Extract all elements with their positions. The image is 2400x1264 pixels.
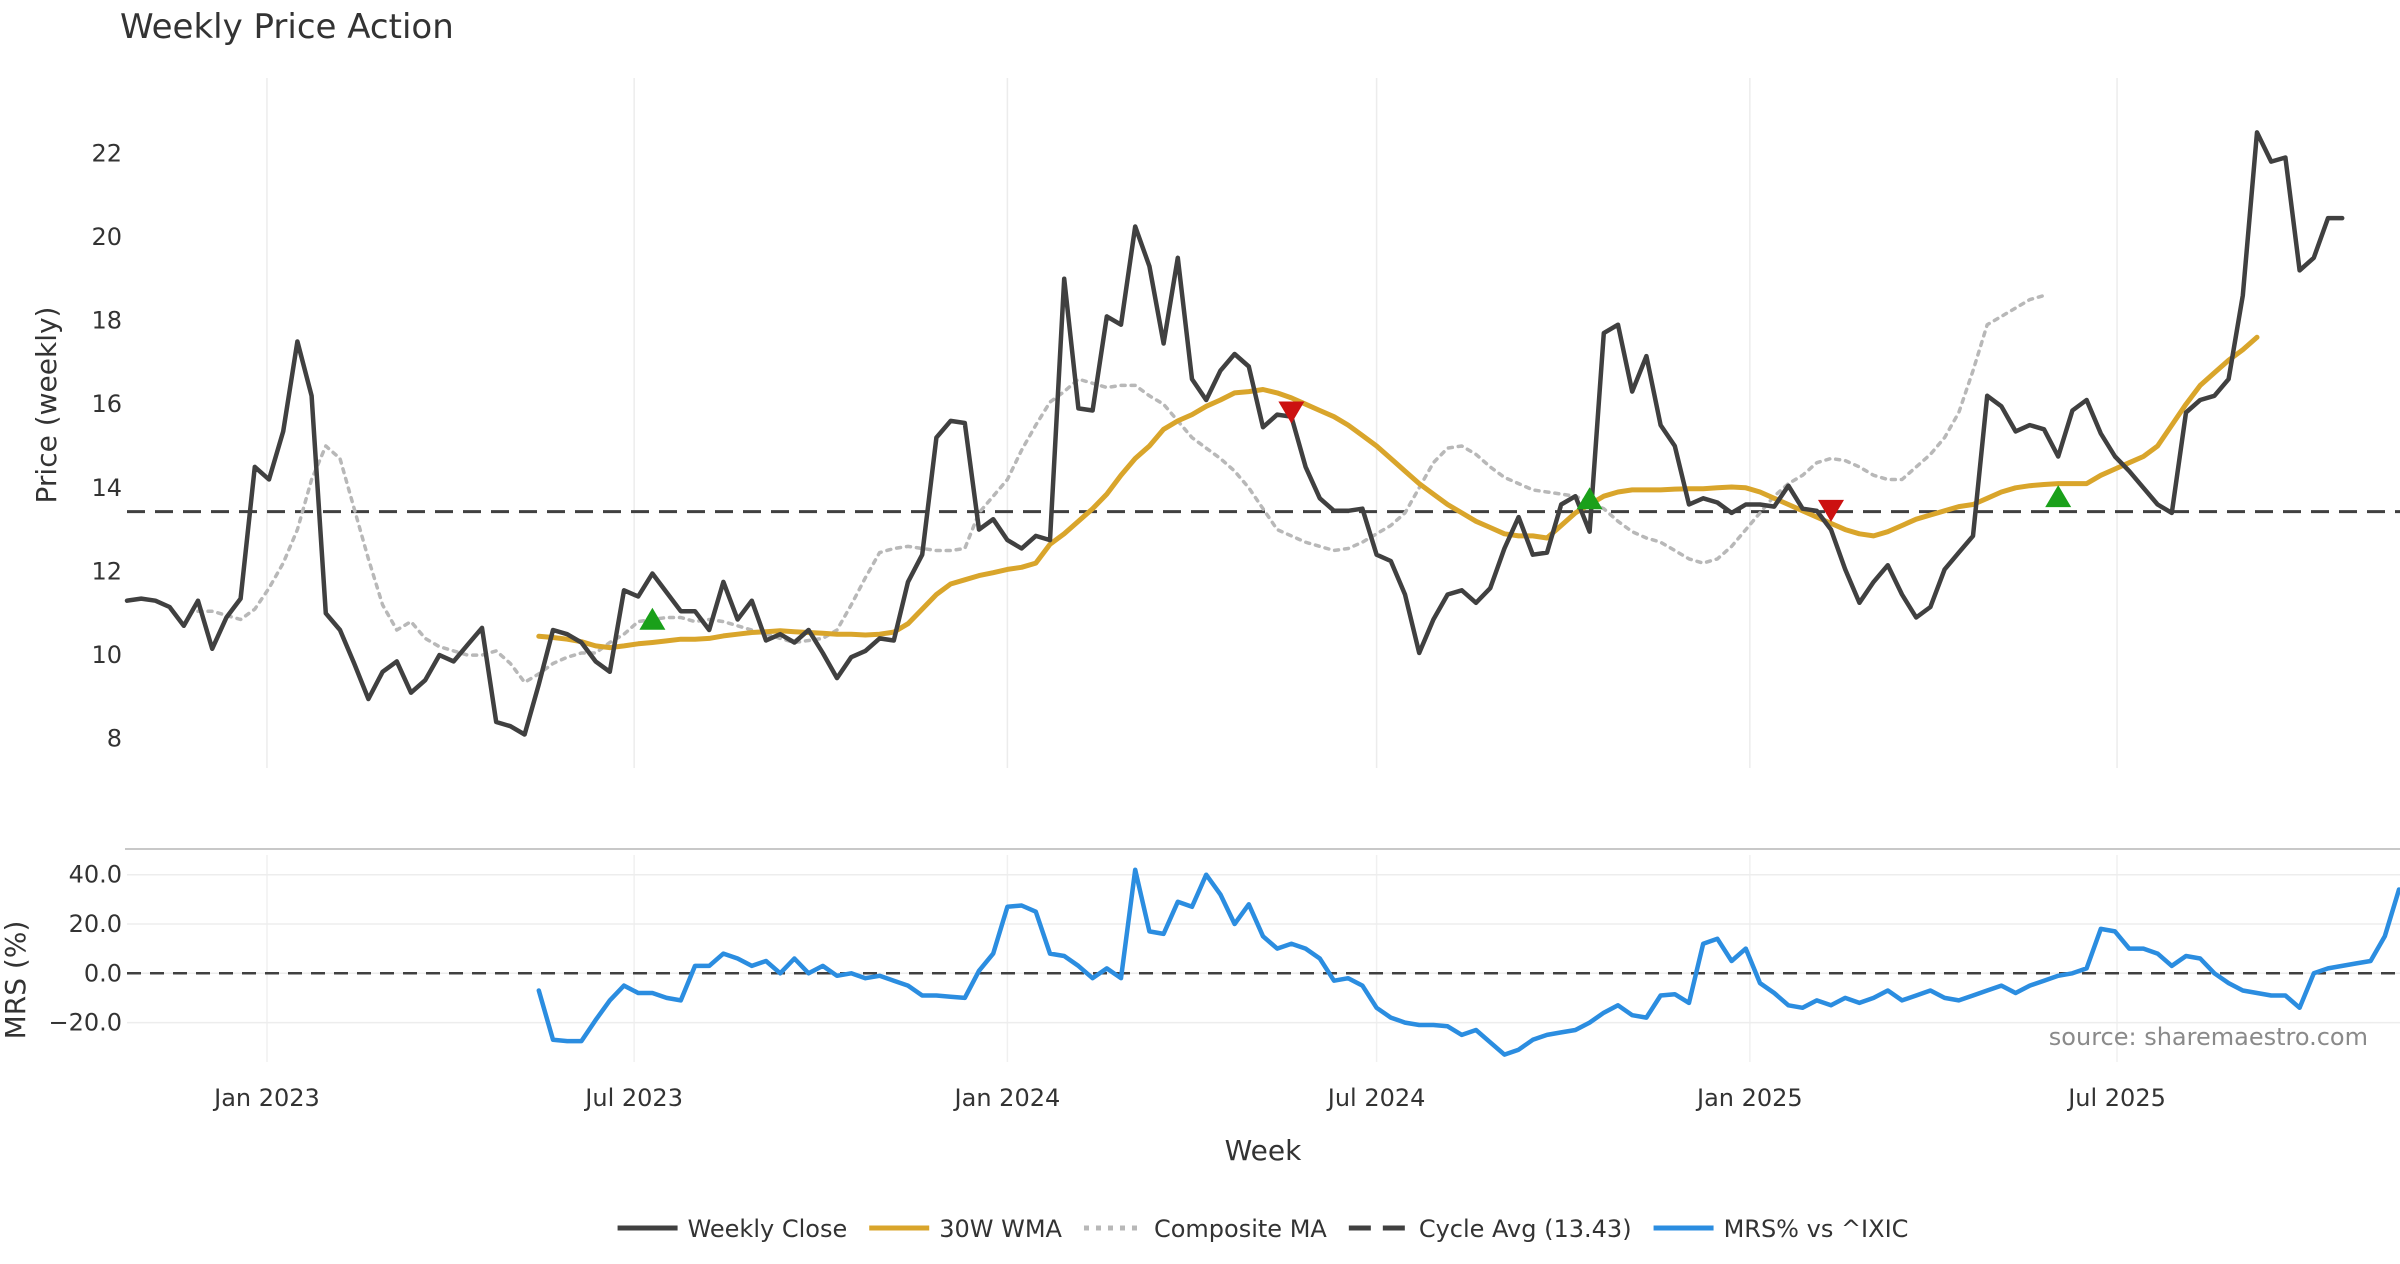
mrs-y-ticks: −20.0 0.0 20.0 40.0 [48, 861, 122, 1037]
price-y-tick-label: 10 [91, 641, 122, 669]
price-markers [639, 401, 2072, 630]
price-y-tick-label: 22 [91, 139, 122, 167]
price-y-ticks: 8 10 12 14 16 18 20 22 [91, 139, 122, 752]
legend-label: MRS% vs ^IXIC [1724, 1215, 1909, 1243]
x-tick-label: Jan 2023 [212, 1084, 320, 1112]
mrs-series [127, 867, 2400, 1057]
price-y-tick-label: 18 [91, 307, 122, 335]
mrs-y-tick-label: 0.0 [84, 959, 122, 987]
chart-title: Weekly Price Action [120, 7, 454, 47]
mrs-y-tick-label: −20.0 [48, 1009, 122, 1037]
legend-label: Cycle Avg (13.43) [1419, 1215, 1632, 1243]
composite-ma-line [196, 293, 2046, 685]
mrs-y-axis-label: MRS (%) [0, 921, 32, 1040]
price-y-tick-label: 14 [91, 474, 122, 502]
weekly-close-line [124, 130, 2345, 737]
x-ticks: Jan 2023 Jul 2023 Jan 2024 Jul 2024 Jan 2025… [212, 1084, 2166, 1112]
legend-label: Weekly Close [688, 1215, 848, 1243]
buy-signal-marker [2045, 485, 2072, 508]
price-y-axis-label: Price (weekly) [30, 307, 63, 504]
price-y-tick-label: 16 [91, 390, 122, 418]
30w-wma-line [536, 334, 2260, 651]
x-tick-label: Jul 2024 [1326, 1084, 1426, 1112]
x-axis-label: Week [1225, 1134, 1302, 1167]
x-tick-label: Jul 2025 [2066, 1084, 2166, 1112]
mrs-line [536, 867, 2400, 1057]
mrs-y-tick-label: 20.0 [69, 910, 122, 938]
price-y-tick-label: 20 [91, 223, 122, 251]
x-tick-label: Jan 2024 [953, 1084, 1061, 1112]
buy-signal-marker [639, 607, 666, 630]
legend-label: Composite MA [1154, 1215, 1327, 1243]
price-grid [266, 78, 2118, 768]
buy-signal-marker [1576, 487, 1603, 510]
sell-signal-marker [1278, 401, 1305, 424]
price-y-tick-label: 8 [107, 725, 122, 753]
legend: Weekly Close 30W WMA Composite MA Cycle Avg… [617, 1215, 1909, 1243]
price-y-tick-label: 12 [91, 557, 122, 585]
source-note: source: sharemaestro.com [2049, 1023, 2368, 1051]
x-tick-label: Jan 2025 [1695, 1084, 1803, 1112]
sell-signal-marker [1818, 499, 1844, 522]
x-tick-label: Jul 2023 [583, 1084, 683, 1112]
legend-label: 30W WMA [939, 1215, 1062, 1243]
mrs-y-tick-label: 40.0 [69, 861, 122, 889]
price-series [124, 130, 2400, 737]
